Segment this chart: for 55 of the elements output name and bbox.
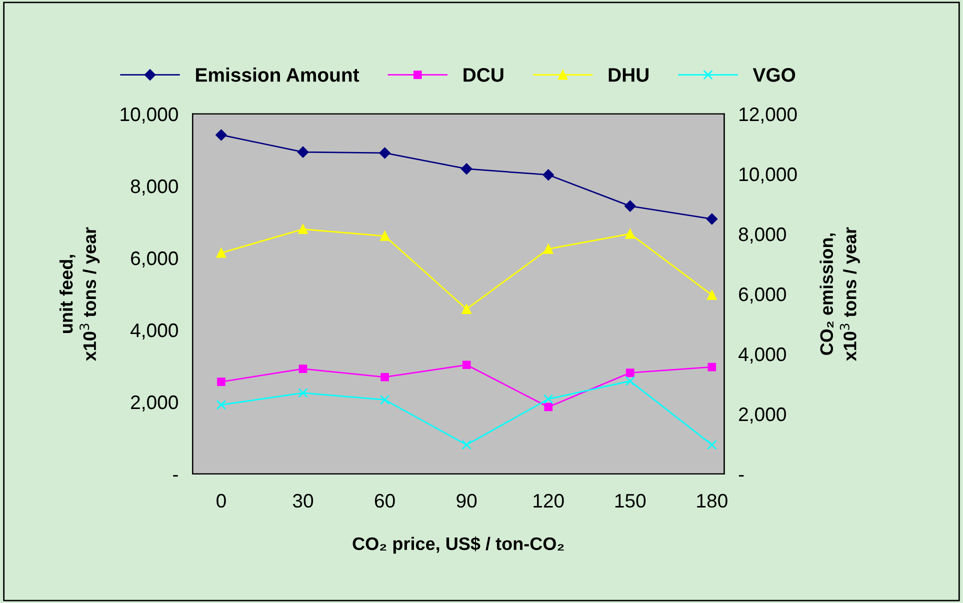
point (460, 163, 472, 174)
point (216, 129, 227, 141)
y-tick-label: - (173, 475, 178, 477)
x-tick-label: 30 (292, 494, 314, 508)
y2-tick-label: 6,000 (739, 287, 786, 304)
point (298, 364, 308, 374)
point (707, 440, 717, 450)
point (626, 368, 634, 377)
legend-label: Emission Amount (196, 68, 360, 82)
x-axis-title: CO₂ price, US$ / ton-CO₂ (352, 536, 564, 554)
y-tick-label: 10,000 (120, 107, 178, 124)
point (380, 231, 390, 241)
y-tick-label: 6,000 (131, 251, 178, 268)
point (216, 248, 226, 258)
y2-tick-label: - (738, 475, 744, 477)
point (542, 169, 554, 180)
y2-tick-label: 10,000 (740, 167, 797, 184)
point (707, 290, 717, 300)
point (380, 372, 389, 382)
point (544, 402, 553, 412)
point (708, 362, 716, 372)
point (625, 228, 635, 239)
y-tick-label: 8,000 (130, 179, 178, 196)
x-tick-label: 60 (374, 494, 395, 508)
point (624, 200, 636, 212)
legend-label: DCU (464, 68, 504, 82)
point (706, 213, 718, 225)
y-axis-title: unit feed, x10$^{3}$ tons / year (59, 227, 100, 362)
y2-tick-label: 4,000 (738, 347, 786, 364)
legend-label: DHU (608, 68, 648, 82)
point (543, 394, 554, 404)
x-tick-label: 0 (216, 494, 226, 508)
point (216, 400, 226, 410)
point (217, 378, 226, 386)
y2-tick-label: 2,000 (739, 407, 786, 424)
x-tick-label: 180 (697, 494, 728, 508)
point (379, 147, 390, 159)
point (380, 394, 390, 405)
point (543, 244, 554, 254)
x-tick-label: 150 (615, 494, 646, 508)
point (625, 376, 635, 386)
y-tick-label: 4,000 (130, 323, 178, 340)
point (298, 388, 308, 398)
y2-tick-label: 8,000 (738, 227, 786, 244)
y-tick-label: 2,000 (131, 395, 178, 412)
point (298, 224, 308, 234)
y2-tick-label: 12,000 (740, 107, 797, 124)
x-tick-label: 120 (534, 494, 564, 508)
legend-label: VGO (752, 68, 796, 82)
point (462, 304, 472, 314)
point (462, 440, 472, 450)
point (462, 360, 471, 370)
x-tick-label: 90 (456, 494, 477, 508)
point (297, 146, 309, 158)
y2-axis-title: CO₂ emission, x10$^{3}$ tons / year (820, 227, 860, 362)
